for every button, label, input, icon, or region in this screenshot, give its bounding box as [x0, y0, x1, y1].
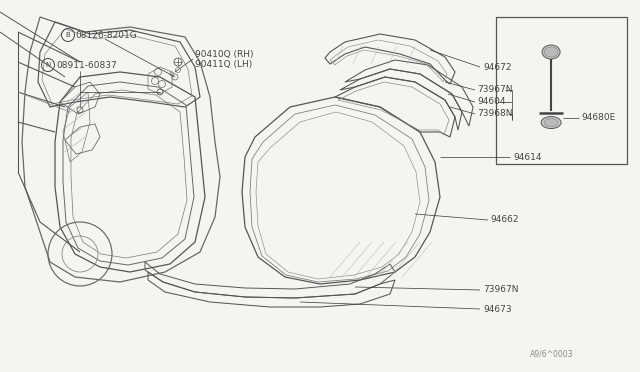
Ellipse shape: [544, 47, 558, 57]
Ellipse shape: [541, 116, 561, 129]
Text: N: N: [45, 62, 51, 68]
Text: 94672: 94672: [483, 62, 511, 71]
Ellipse shape: [542, 45, 560, 59]
Text: 08911-60837: 08911-60837: [56, 61, 116, 70]
Text: 94673: 94673: [483, 305, 511, 314]
Text: 73967N: 73967N: [483, 285, 518, 295]
Text: 94662: 94662: [490, 215, 518, 224]
Text: A9/6^0003: A9/6^0003: [530, 350, 573, 359]
Text: 90411Q (LH): 90411Q (LH): [195, 60, 252, 68]
Text: 08126-8201G: 08126-8201G: [75, 31, 137, 39]
Text: 73967N: 73967N: [477, 86, 513, 94]
Text: 90410Q (RH): 90410Q (RH): [195, 49, 253, 58]
Text: 94614: 94614: [513, 153, 541, 161]
Bar: [496, 17, 627, 164]
Text: 73968N: 73968N: [477, 109, 513, 119]
Text: 94604: 94604: [477, 97, 506, 106]
Ellipse shape: [544, 119, 558, 126]
Text: B: B: [66, 32, 70, 38]
Text: 94680E: 94680E: [581, 113, 615, 122]
